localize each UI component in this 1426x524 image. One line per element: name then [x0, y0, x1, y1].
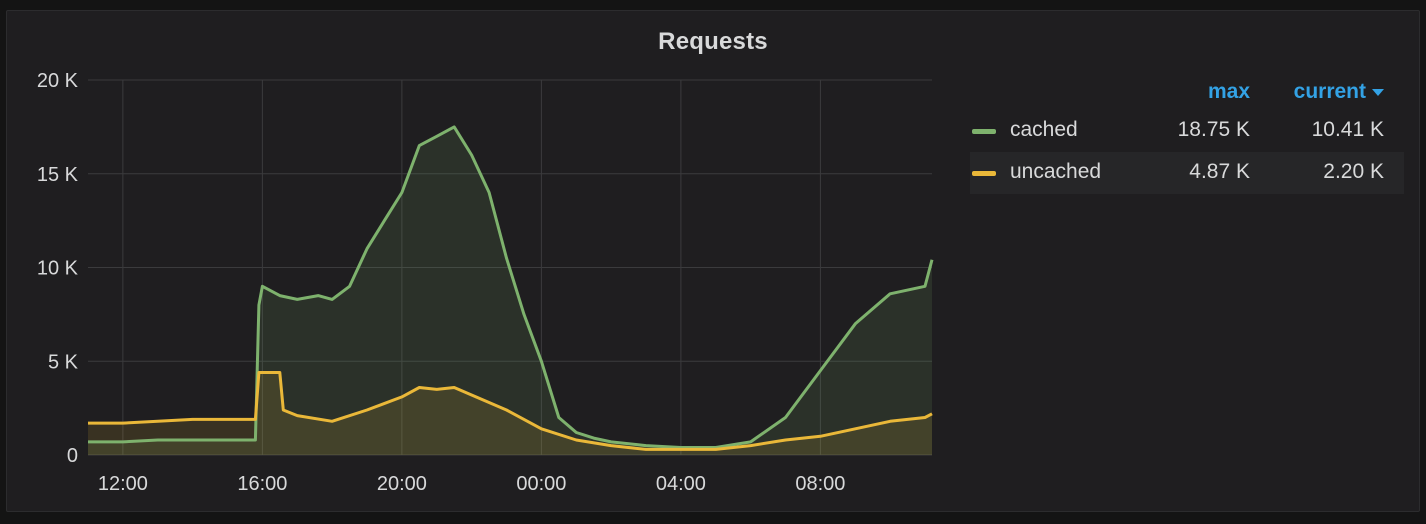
chart-lines [88, 125, 934, 451]
y-tick-label: 5 K [48, 351, 79, 373]
panel-title[interactable]: Requests [658, 28, 768, 55]
legend-max-value: 18.75 K [1177, 118, 1250, 141]
x-tick-label: 00:00 [516, 473, 566, 495]
legend-item-uncached[interactable]: uncached 4.87 K 2.20 K [970, 152, 1404, 194]
uncached-area [88, 372, 932, 455]
y-tick-label: 20 K [37, 70, 79, 92]
graph-panel [6, 10, 1420, 512]
x-tick-label: 16:00 [237, 473, 287, 495]
x-tick-label: 08:00 [795, 473, 845, 495]
uncached-line [88, 371, 933, 451]
legend-series-name[interactable]: uncached [1010, 160, 1102, 183]
legend-header: max current [970, 76, 1404, 110]
x-tick-label: 12:00 [98, 473, 148, 495]
x-axis-ticks: 12:00 16:00 20:00 00:00 04:00 08:00 [98, 473, 846, 495]
y-tick-label: 10 K [37, 258, 79, 280]
cached-area [88, 126, 932, 456]
y-tick-label: 15 K [37, 164, 79, 186]
legend-current-value: 10.41 K [1311, 118, 1384, 141]
uncached-color-swatch [972, 171, 996, 176]
x-tick-label: 04:00 [656, 473, 706, 495]
sort-desc-icon [1372, 88, 1384, 96]
legend-max-value: 4.87 K [1189, 160, 1250, 183]
x-tick-label: 20:00 [377, 473, 427, 495]
legend-current-value: 2.20 K [1323, 160, 1384, 183]
cached-line [88, 125, 934, 449]
chart-areas [88, 126, 932, 456]
legend-series-name[interactable]: cached [1010, 118, 1078, 141]
legend-current-header[interactable]: current [1294, 80, 1384, 104]
legend-item-cached[interactable]: cached 18.75 K 10.41 K [970, 110, 1404, 152]
legend-max-header[interactable]: max [1207, 80, 1250, 103]
y-axis-ticks: 0 5 K 10 K 15 K 20 K [37, 70, 79, 467]
cached-color-swatch [972, 129, 996, 134]
y-tick-label: 0 [67, 445, 78, 467]
legend: max current cached 18.75 K 10.41 K uncac… [970, 76, 1404, 194]
